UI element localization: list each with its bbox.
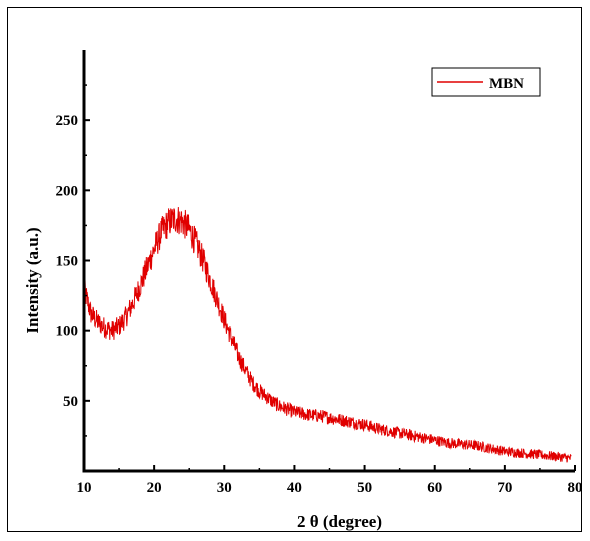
- y-ticks: 50 100 150 200 250: [56, 84, 90, 437]
- y-axis-title: Intensity (a.u.): [23, 227, 42, 333]
- y-tick-label: 100: [56, 324, 79, 340]
- x-tick-label: 30: [217, 480, 232, 496]
- x-ticks: 10 20 30 40 50 60 70 80: [77, 465, 583, 496]
- y-tick-label: 150: [56, 254, 79, 270]
- chart-frame: [7, 7, 582, 532]
- series-layer: [83, 207, 572, 463]
- y-tick-label: 250: [56, 113, 79, 129]
- x-tick-label: 10: [77, 480, 92, 496]
- x-tick-label: 70: [497, 480, 512, 496]
- series-line-mbn: [83, 207, 572, 463]
- x-axis-title: 2 θ (degree): [297, 512, 382, 531]
- x-tick-label: 60: [427, 480, 442, 496]
- y-tick-label: 200: [56, 183, 79, 199]
- x-tick-label: 20: [147, 480, 162, 496]
- x-tick-label: 40: [287, 480, 302, 496]
- x-tick-label: 80: [568, 480, 583, 496]
- x-tick-label: 50: [357, 480, 372, 496]
- y-tick-label: 50: [63, 394, 78, 410]
- legend: MBN: [431, 67, 541, 97]
- legend-label-mbn: MBN: [489, 76, 524, 92]
